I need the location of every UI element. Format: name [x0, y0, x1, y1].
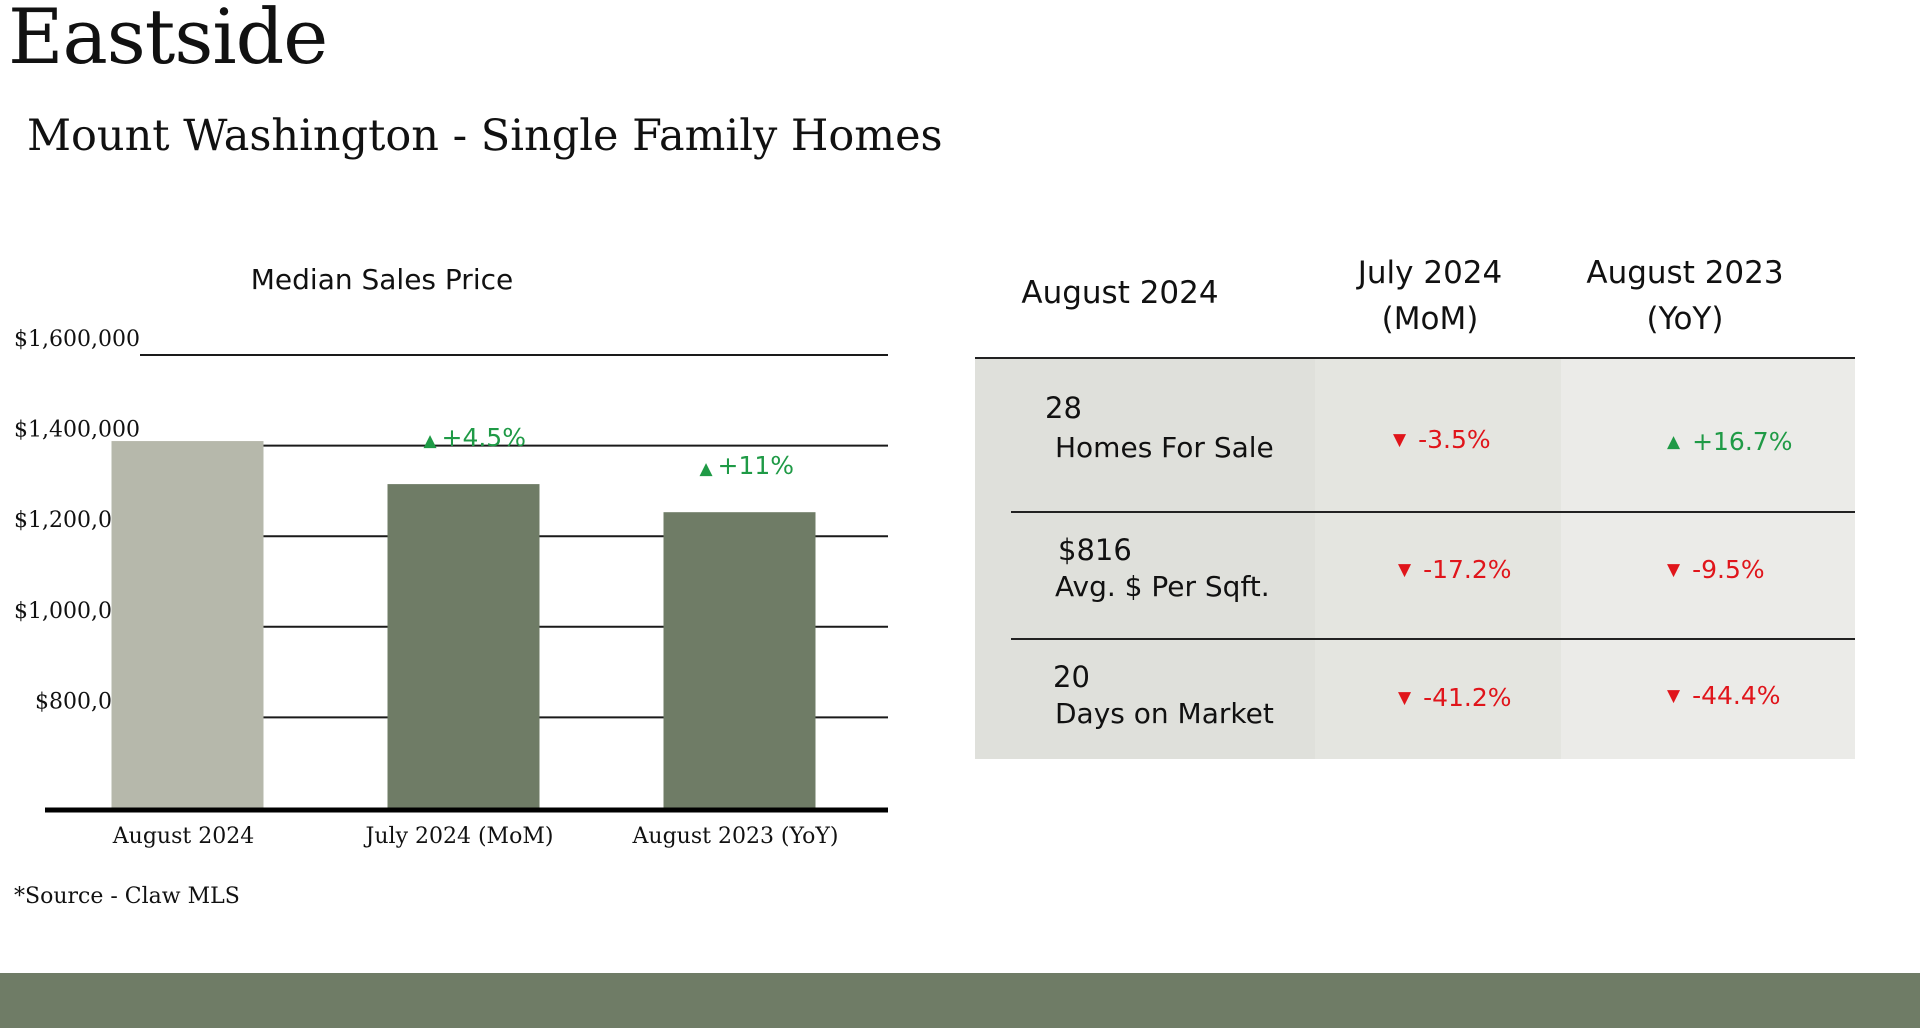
metric-value-avg-price-per-sqft: $816 — [1058, 533, 1132, 567]
up-triangle-icon: ▲ — [424, 431, 438, 451]
avg-price-per-sqft-mom-change: ▼ -17.2% — [1398, 555, 1512, 584]
metric-label-homes-for-sale: Homes For Sale — [1055, 431, 1274, 464]
header-divider — [975, 357, 1855, 359]
avg-price-per-sqft-yoy-change: ▼ -9.5% — [1667, 555, 1765, 584]
days-on-market-mom-change: ▼ -41.2% — [1398, 683, 1512, 712]
change-value: +16.7% — [1692, 427, 1793, 456]
change-value: -41.2% — [1423, 683, 1512, 712]
down-triangle-icon: ▼ — [1667, 685, 1681, 706]
source-note: *Source - Claw MLS — [14, 884, 240, 909]
y-tick-label: $1,400,000 — [14, 418, 140, 443]
market-stats-table: August 2024 July 2024 (MoM) August 2023 … — [975, 245, 1855, 765]
bar — [387, 484, 540, 808]
x-tick-label: August 2023 (YoY) — [632, 824, 839, 849]
header-yoy-line2: (YoY) — [1646, 301, 1724, 337]
column-background-current — [975, 359, 1315, 759]
region-title: Eastside — [8, 0, 328, 81]
x-tick-label: July 2024 (MoM) — [364, 824, 554, 849]
metric-label-days-on-market: Days on Market — [1055, 697, 1274, 730]
row-divider — [1011, 638, 1855, 640]
homes-for-sale-mom-change: ▼ -3.5% — [1393, 425, 1491, 454]
column-background-yoy — [1561, 359, 1855, 759]
data-label: +11% — [718, 451, 795, 480]
median-sales-price-chart: Median Sales Price$800,000$1,000,000$1,2… — [14, 263, 888, 849]
metric-value-homes-for-sale: 28 — [1045, 391, 1082, 425]
header-current: August 2024 — [975, 270, 1265, 316]
header-yoy-line1: August 2023 — [1586, 255, 1784, 291]
x-tick-label: August 2024 — [112, 824, 254, 849]
header-yoy: August 2023 (YoY) — [1565, 250, 1805, 342]
down-triangle-icon: ▼ — [1667, 559, 1681, 580]
header-mom-line2: (MoM) — [1381, 301, 1479, 337]
up-triangle-icon: ▲ — [700, 459, 714, 479]
homes-for-sale-yoy-change: ▲ +16.7% — [1667, 427, 1792, 456]
down-triangle-icon: ▼ — [1393, 429, 1407, 450]
change-value: -44.4% — [1692, 681, 1781, 710]
metric-label-avg-price-per-sqft: Avg. $ Per Sqft. — [1055, 570, 1270, 603]
down-triangle-icon: ▼ — [1398, 687, 1412, 708]
change-value: -3.5% — [1418, 425, 1491, 454]
change-value: -9.5% — [1692, 555, 1765, 584]
page-subtitle: Mount Washington - Single Family Homes — [27, 111, 943, 161]
chart-title: Median Sales Price — [251, 263, 513, 296]
footer-bar — [0, 973, 1920, 1028]
data-label: +4.5% — [442, 423, 526, 452]
down-triangle-icon: ▼ — [1398, 559, 1412, 580]
header-current-label: August 2024 — [1021, 275, 1219, 311]
days-on-market-yoy-change: ▼ -44.4% — [1667, 681, 1781, 710]
header-mom: July 2024 (MoM) — [1315, 250, 1545, 342]
metric-value-days-on-market: 20 — [1053, 660, 1090, 694]
up-triangle-icon: ▲ — [1667, 431, 1681, 452]
column-background-mom — [1315, 359, 1561, 759]
header-mom-line1: July 2024 — [1357, 255, 1503, 291]
change-value: -17.2% — [1423, 555, 1512, 584]
bar — [111, 441, 264, 808]
row-divider — [1011, 511, 1855, 513]
y-tick-label: $1,600,000 — [14, 327, 140, 352]
bar — [663, 512, 816, 808]
